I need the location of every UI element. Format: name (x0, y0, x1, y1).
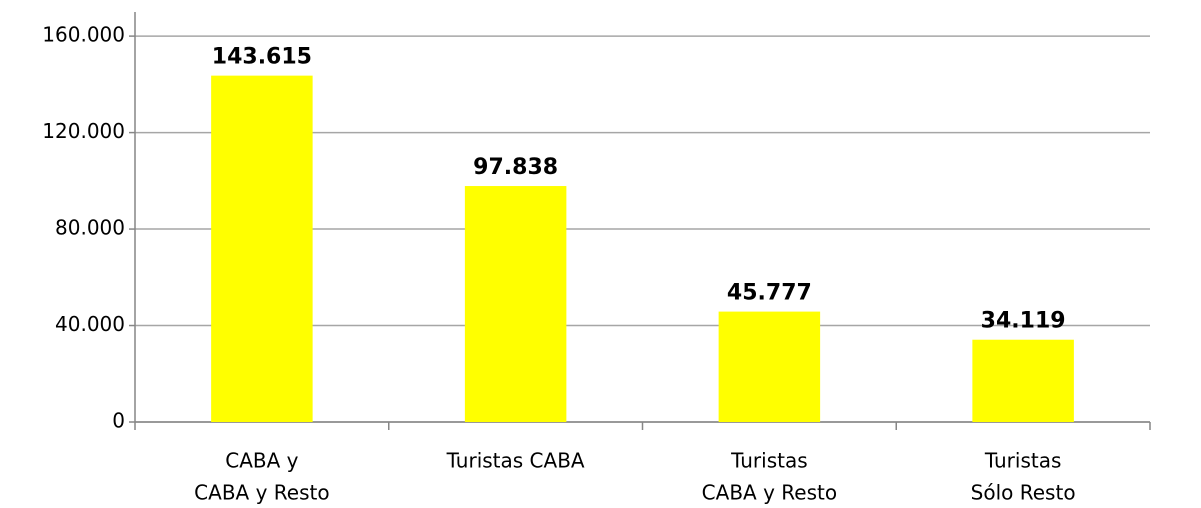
x-tick-label: CABA y Resto (702, 481, 837, 505)
bar (972, 339, 1074, 422)
x-tick-label: Turistas (730, 449, 808, 473)
x-tick-label: CABA y (225, 449, 298, 473)
x-tick-label: Turistas (984, 449, 1062, 473)
bar (718, 311, 821, 422)
value-label: 34.119 (981, 309, 1066, 334)
y-tick-label: 120.000 (42, 119, 125, 143)
x-tick-label: CABA y Resto (194, 481, 329, 505)
x-tick-label: Sólo Resto (971, 481, 1076, 505)
value-label: 45.777 (727, 281, 812, 306)
y-tick-label: 40.000 (55, 312, 125, 336)
y-tick-label: 80.000 (55, 216, 125, 240)
value-label: 143.615 (212, 45, 312, 70)
bar (211, 75, 313, 423)
bar (464, 186, 567, 422)
y-tick-label: 0 (112, 409, 125, 433)
value-label: 97.838 (473, 155, 558, 180)
x-tick-label: Turistas CABA (446, 449, 585, 473)
y-tick-label: 160.000 (42, 23, 125, 47)
